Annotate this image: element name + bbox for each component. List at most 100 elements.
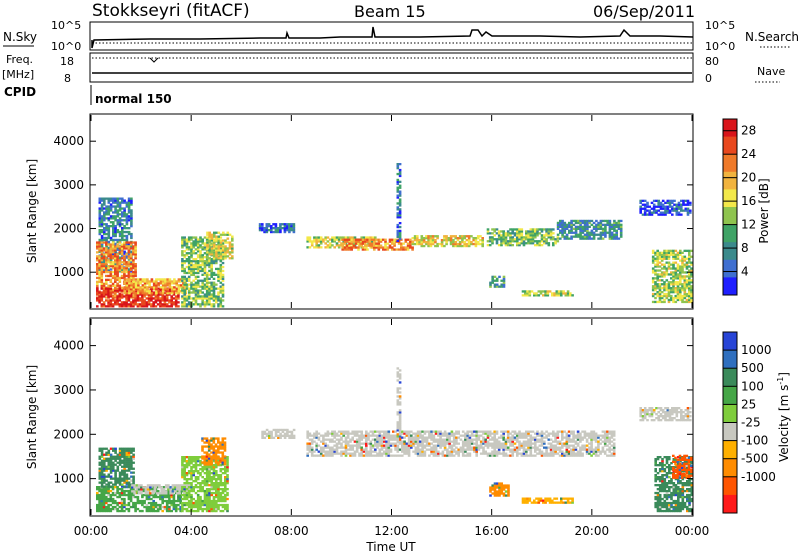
data-cell [196,456,200,459]
data-cell [127,449,131,452]
data-cell [676,287,680,290]
data-cell [213,233,216,236]
data-cell [127,265,131,268]
data-cell [654,283,657,286]
data-cell [221,291,225,294]
data-cell [221,293,225,296]
data-cell [608,233,612,236]
data-cell [96,493,99,497]
data-cell [105,291,108,294]
data-cell [210,507,213,511]
data-cell [168,497,171,501]
data-cell [654,269,657,272]
data-cell [109,215,113,218]
data-cell [121,229,124,232]
data-cell [207,449,211,452]
data-cell [205,287,209,290]
data-cell [129,303,133,306]
data-cell [380,448,384,451]
data-cell [656,279,659,282]
data-cell [660,287,664,290]
data-cell [136,507,140,511]
data-cell [116,223,120,226]
data-cell [322,442,325,445]
data-cell [342,432,345,435]
data-cell [105,249,108,252]
data-cell [203,269,207,273]
data-cell [203,248,207,251]
data-cell [190,248,193,251]
data-cell [96,491,99,495]
data-cell [540,244,544,247]
data-cell [100,507,104,511]
data-cell [690,281,693,284]
data-cell [120,305,124,308]
data-cell [130,451,133,454]
data-cell [116,274,119,278]
data-cell [127,207,131,210]
data-cell [159,287,162,290]
data-cell [474,241,478,244]
data-cell [100,229,104,232]
data-cell [107,253,110,256]
data-cell [643,209,647,212]
data-cell [143,280,147,283]
data-cell [128,292,131,295]
data-cell [221,503,225,507]
data-cell [118,287,122,290]
data-cell [116,238,120,242]
data-cell [345,248,349,251]
data-cell [319,450,323,453]
data-cell [467,239,471,242]
data-cell [681,294,684,298]
data-cell [493,279,497,282]
data-cell [425,242,428,246]
data-cell [168,493,171,497]
data-cell [203,441,206,444]
data-cell [639,209,642,212]
data-cell [194,297,198,300]
data-cell [96,280,99,283]
data-cell [279,434,282,437]
data-cell [601,233,605,236]
data-cell [196,289,200,292]
data-cell [185,491,189,495]
data-cell [116,230,120,234]
data-cell [331,432,334,435]
data-cell [656,259,659,262]
data-cell [217,505,220,509]
data-cell [121,479,124,482]
data-cell [215,493,218,497]
data-cell [116,209,120,212]
data-cell [215,231,218,234]
data-cell [398,184,402,187]
data-cell [666,201,670,204]
data-cell [604,235,607,238]
data-cell [328,452,332,455]
data-cell [396,180,400,183]
data-cell [518,242,521,245]
data-cell [178,486,181,489]
data-cell [168,507,171,511]
data-cell [467,241,471,244]
data-cell [210,437,213,440]
data-cell [610,235,614,238]
data-cell [102,495,106,499]
data-cell [538,228,542,231]
data-cell [196,265,200,269]
data-cell [107,473,111,476]
data-cell [590,237,594,240]
data-cell [506,244,510,247]
data-cell [685,281,689,284]
data-cell [402,248,405,251]
data-cell [677,201,681,204]
data-cell [210,499,213,503]
data-cell [411,237,415,240]
data-cell [231,257,234,260]
data-cell [579,225,582,228]
data-cell [286,430,289,433]
data-cell [657,199,660,202]
data-cell [212,488,216,491]
data-cell [658,292,662,296]
data-cell [118,463,122,466]
